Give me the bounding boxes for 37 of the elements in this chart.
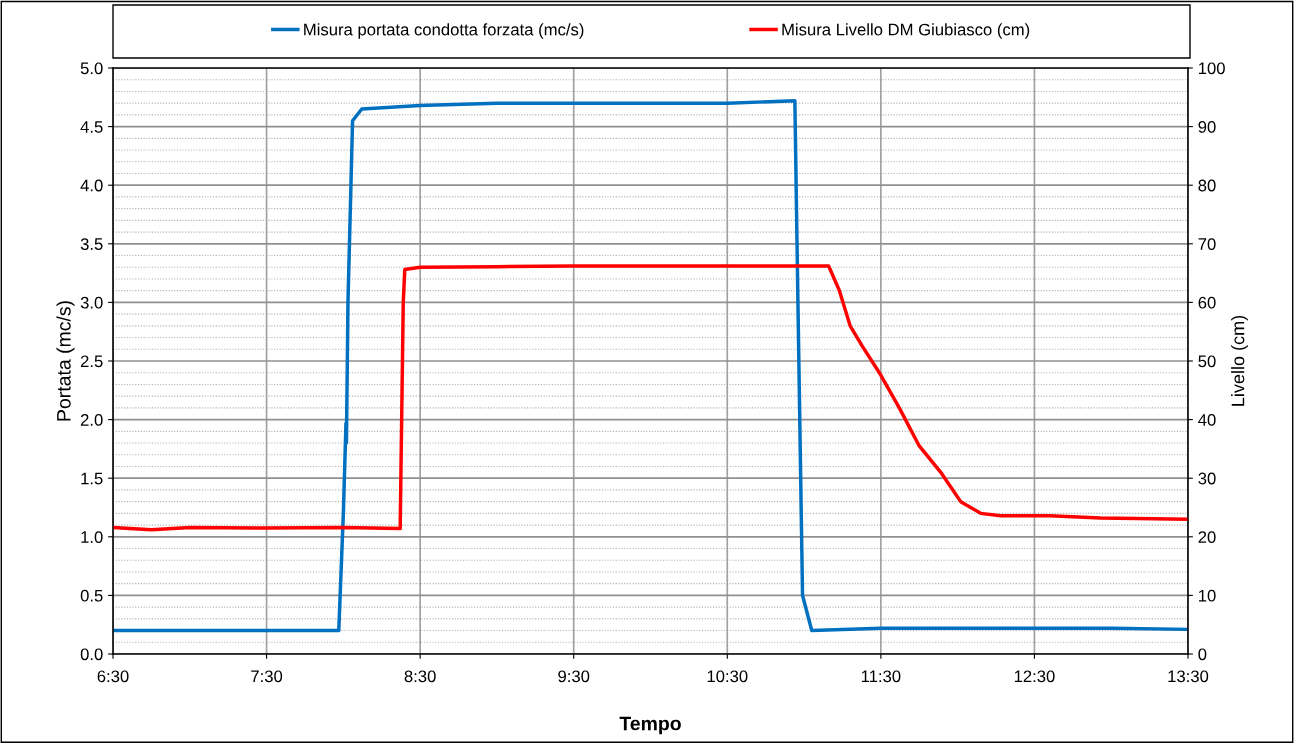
y2-tick-label: 60	[1198, 296, 1216, 309]
y2-tick-label: 100	[1198, 62, 1225, 75]
legend-label: Misura Livello DM Giubiasco (cm)	[782, 23, 1030, 39]
y-tick-label: 2.0	[80, 414, 103, 426]
y-axis-title: Portata (mc/s)	[56, 301, 75, 421]
x-tick-label: 13:30	[1168, 670, 1209, 683]
y2-tick-label: 40	[1198, 414, 1216, 426]
y-tick-label: 1.5	[81, 472, 103, 485]
x-tick-label: 6:30	[97, 670, 129, 683]
y-tick-label: 4.0	[80, 179, 103, 192]
x-axis-title: Tempo	[619, 716, 681, 735]
y-tick-label: 0.5	[80, 589, 103, 602]
x-tick-label: 11:30	[861, 670, 901, 683]
y2-tick-label: 10	[1198, 589, 1216, 602]
y2-tick-label: 30	[1198, 472, 1216, 485]
y2-tick-label: 20	[1198, 531, 1216, 543]
y-tick-label: 3.0	[80, 296, 103, 309]
line-series	[113, 264, 1188, 532]
y2-axis-title: Livello (cm)	[1231, 315, 1248, 406]
y-tick-label: 1.0	[81, 531, 103, 543]
y2-tick-label: 90	[1198, 121, 1216, 133]
y-tick-label: 5.0	[80, 62, 103, 75]
x-tick-label: 12:30	[1014, 670, 1055, 683]
y2-tick-label: 0	[1198, 648, 1207, 661]
y2-tick-label: 50	[1198, 355, 1216, 368]
y-tick-label: 2.5	[80, 355, 103, 368]
x-tick-label: 10:30	[707, 670, 748, 683]
x-tick-label: 7:30	[251, 670, 283, 683]
y2-tick-label: 70	[1198, 238, 1216, 250]
x-tick-label: 9:30	[558, 670, 590, 683]
y-tick-label: 0.0	[80, 648, 103, 661]
legend-label: Misura portata condotta forzata (mc/s)	[304, 23, 584, 39]
line-series	[113, 99, 1188, 633]
x-tick-label: 8:30	[404, 670, 436, 683]
y-tick-label: 3.5	[80, 238, 103, 250]
y-tick-label: 4.5	[80, 121, 103, 133]
y2-tick-label: 80	[1198, 179, 1216, 192]
